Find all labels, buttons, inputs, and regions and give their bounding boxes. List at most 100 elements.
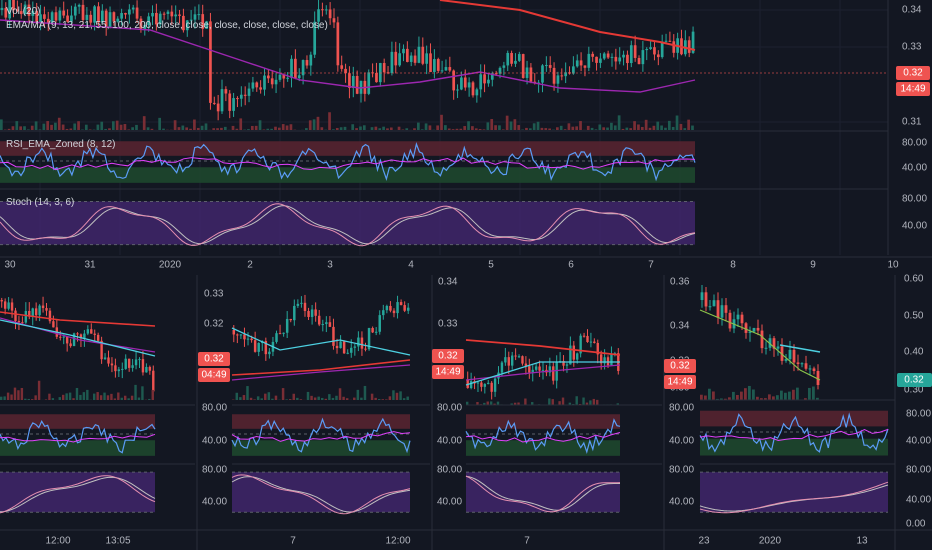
panel4-stoch-tick-1: 40.00 [906,495,931,506]
panel4-right-price-tick-1: 0.50 [904,311,924,322]
panel3-candle [480,382,483,387]
main-candle [151,12,154,17]
panel3-candle [576,353,579,360]
panel3-price-tick-0: 0.34 [438,277,458,288]
panel4-volume-bar [720,398,723,400]
main-candle [205,21,208,29]
panel2-volume-bar [249,397,253,400]
panel4-rsi-tick-0: 80.00 [906,409,931,420]
main-time-label-9: 8 [730,260,736,271]
main-candle [498,67,502,74]
panel3-volume-bar [596,399,599,405]
panel2-volume-bar [331,397,335,400]
main-candle [405,48,409,62]
panel1-volume-bar [0,396,3,400]
panel2-ema21-line [231,327,411,356]
main-volume-bar [413,128,416,130]
main-volume-bar [111,121,115,130]
main-time-label-7: 6 [568,260,574,271]
rsi-legend[interactable]: RSI_EMA_Zoned (8, 12) [6,139,116,150]
main-candle [224,89,228,94]
panel2-volume-bar [292,393,296,400]
main-candle [660,41,664,58]
panel1-candle [138,359,141,361]
panel1-volume-bar [86,389,89,400]
main-candle [197,14,201,16]
main-volume-bar [355,128,358,130]
panel1-volume-bar [48,393,51,400]
main-volume-bar [204,123,208,130]
panel2-candle [239,334,243,336]
panel4-volume-bar [716,398,719,400]
panel1-candle [148,366,152,371]
panel2-candle [236,334,239,336]
main-volume-bar [389,127,393,130]
panel4-rsi-rsi-line [699,412,889,453]
main-candle [185,20,189,31]
panel3-rsi-rsi-ema-line [465,432,621,443]
panel4-candle [768,338,772,348]
volume-legend[interactable]: Vol (20) [6,6,41,17]
main-candle [278,74,282,80]
panel3-volume-bar [476,401,479,405]
panel3-candle [514,355,517,357]
panel3-candle [476,382,480,384]
main-candle [390,51,394,74]
panel3-countdown-tag: 14:49 [435,367,460,378]
panel1-volume-bar [6,392,10,400]
panel1-volume-bar [151,389,154,400]
panel1-volume-bar [124,395,127,400]
main-volume-bar [61,124,65,130]
panel1-volume-bar [17,390,20,400]
main-volume-bar [505,115,509,130]
main-volume-bar [135,124,138,130]
panel4-right-price-tick-2: 0.40 [904,347,924,358]
main-candle [89,14,93,23]
main-volume-bar [594,129,598,130]
stoch-legend[interactable]: Stoch (14, 3, 6) [6,197,75,208]
panel3-volume-bar [589,400,592,405]
main-candle [247,88,251,96]
panel2-volume-bar [353,397,356,400]
panel2-candle [310,309,314,317]
main-candle [637,57,641,65]
panel3-stoch-k-line [465,475,621,513]
panel3-candle [521,356,524,364]
main-volume-bar [424,123,428,130]
main-stoch-tick-1: 40.00 [902,221,927,232]
main-candle [305,60,309,66]
panel3-candle [610,354,613,366]
main-volume-bar [528,128,532,130]
main-candle [421,46,425,64]
panel1-volume-bar [75,387,79,400]
main-volume-bar [332,129,335,130]
main-volume-bar [617,115,621,130]
panel2-candle [296,303,300,306]
main-candle [236,98,239,100]
panel1-stoch-tick-0: 80.00 [202,465,227,476]
ema-legend[interactable]: EMA/MA (9, 13, 21, 55, 100, 200, close, … [6,20,328,31]
panel2-volume-bar [281,388,285,400]
panel1-candle [14,310,17,322]
panel1-ema21-line [0,319,156,357]
panel4-stoch-d-line [699,484,889,512]
main-volume-bar [57,117,61,130]
panel3-volume-bar [582,397,585,405]
main-volume-bar [30,125,34,130]
panel3-volume-bar [517,402,520,405]
panel4-rsi-tick-1: 40.00 [906,436,931,447]
panel3-candle [555,362,558,381]
panel2-rsi-rsi-line [231,417,411,454]
main-candle [591,53,595,57]
main-volume-bar [671,126,675,130]
panel1-candle [114,365,117,372]
main-candle [560,75,564,77]
panel2-rsi-tick-0: 80.00 [437,403,462,414]
panel4-right-price-tag-bg [897,373,932,387]
panel2-candle [396,302,399,314]
main-volume-bar [250,125,254,130]
panel4-candle [784,359,788,361]
panel3-volume-bar [513,402,517,405]
